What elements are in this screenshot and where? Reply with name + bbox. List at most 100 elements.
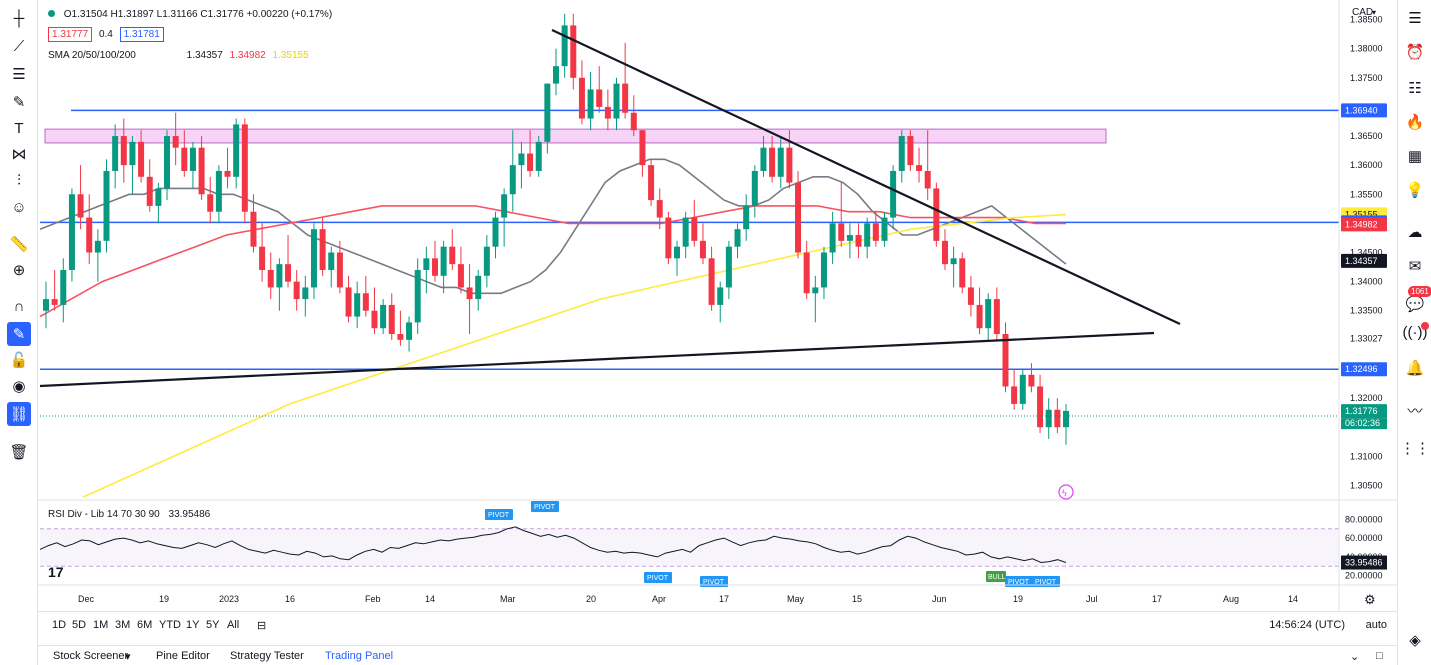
emoji-icon[interactable]: ☺ bbox=[11, 198, 27, 216]
range-1d[interactable]: 1D bbox=[52, 619, 67, 631]
tab-strategy-tester[interactable]: Strategy Tester bbox=[230, 650, 304, 662]
candle bbox=[993, 287, 1000, 340]
ideas-icon[interactable]: 💡 bbox=[1405, 182, 1425, 199]
flash-icon[interactable] bbox=[1058, 484, 1074, 500]
fib-icon[interactable]: ☰ bbox=[12, 66, 26, 83]
sma-legend[interactable]: SMA 20/50/100/200 1.34357 1.34982 1.3515… bbox=[48, 50, 309, 61]
candle-body bbox=[950, 258, 957, 265]
range-6m[interactable]: 6M bbox=[137, 619, 153, 631]
pivot-low-bg bbox=[1032, 576, 1060, 587]
candle bbox=[310, 223, 317, 300]
candle-body bbox=[743, 205, 750, 230]
bell-icon[interactable]: 🔔 bbox=[1405, 360, 1425, 377]
ask-price[interactable]: 1.31781 bbox=[119, 27, 164, 42]
descending-trendline[interactable] bbox=[551, 29, 1181, 325]
candle-body bbox=[872, 223, 879, 241]
notifications-icon[interactable]: 💬 bbox=[1405, 296, 1425, 313]
rsi-legend[interactable]: RSI Div - Lib 14 70 30 90 33.95486 bbox=[48, 509, 210, 520]
candle-body bbox=[406, 322, 413, 340]
candle-body bbox=[423, 258, 430, 270]
time-tick-17: 14 bbox=[1288, 594, 1298, 604]
time-tick-3: 16 bbox=[285, 594, 295, 604]
candle bbox=[812, 275, 819, 323]
pulse-icon[interactable]: 〰 bbox=[1407, 402, 1423, 420]
currency-selector[interactable]: CAD bbox=[1352, 7, 1373, 18]
minimize-icon[interactable]: ⌄ bbox=[1350, 651, 1360, 663]
goto-date-icon[interactable]: ⊟ bbox=[257, 620, 267, 632]
trash-icon[interactable]: 🗑 bbox=[9, 444, 29, 461]
candle bbox=[354, 281, 361, 329]
sma-value-3: 1.35155 bbox=[272, 50, 309, 61]
calendar-icon[interactable]: ▦ bbox=[1407, 148, 1423, 165]
candle bbox=[933, 182, 940, 247]
candle-body bbox=[155, 188, 162, 206]
stock-screener-chevron-icon[interactable]: ▾ bbox=[125, 651, 131, 663]
candle bbox=[94, 229, 101, 282]
stay-drawing-icon[interactable]: ✎ bbox=[7, 322, 31, 346]
lock-icon[interactable]: 🔓 bbox=[9, 352, 29, 369]
tab-stock-screener[interactable]: Stock Screener bbox=[53, 650, 129, 662]
hotlist-icon[interactable]: 🔥 bbox=[1405, 114, 1425, 131]
candle-body bbox=[604, 106, 611, 119]
auto-scale-button[interactable]: auto bbox=[1365, 619, 1387, 631]
range-5y[interactable]: 5Y bbox=[206, 619, 220, 631]
crosshair-icon[interactable]: ┼ bbox=[13, 9, 25, 27]
candle-body bbox=[1011, 386, 1018, 404]
brush-icon[interactable]: ✎ bbox=[12, 94, 26, 111]
text-icon[interactable]: T bbox=[14, 119, 24, 137]
alarm-icon[interactable]: ⏰ bbox=[1405, 44, 1425, 61]
candle-body bbox=[1037, 386, 1044, 428]
options-icon[interactable]: ⋮⋮ bbox=[1400, 440, 1430, 457]
settings-gear-icon[interactable]: ⚙ bbox=[1364, 592, 1376, 607]
link-icon[interactable]: ⛓ bbox=[7, 402, 31, 426]
time-tick-1: 19 bbox=[159, 594, 169, 604]
pivot-low-label: PIVOT bbox=[703, 579, 725, 586]
measure-icon[interactable]: ⫶ bbox=[17, 171, 21, 189]
chart-area[interactable]: 1.38500 1.38000 1.37500 1.36500 1.36000 1.355… bbox=[38, 0, 1397, 611]
time-tick-9: 17 bbox=[719, 594, 729, 604]
range-ytd[interactable]: YTD bbox=[159, 619, 181, 631]
price-axis[interactable]: 1.38500 1.38000 1.37500 1.36500 1.36000 1.355… bbox=[1350, 15, 1383, 491]
pivot-high-label: PIVOT bbox=[534, 504, 556, 511]
candle bbox=[1002, 322, 1009, 393]
candle bbox=[276, 258, 283, 311]
news-icon[interactable]: ✉ bbox=[1408, 258, 1422, 275]
ruler-icon[interactable]: 📏 bbox=[9, 236, 29, 253]
pattern-icon[interactable]: ⋈ bbox=[11, 146, 27, 163]
candle-body bbox=[1054, 409, 1061, 428]
range-3m[interactable]: 3M bbox=[115, 619, 131, 631]
candle-body bbox=[483, 246, 490, 276]
layers-icon[interactable]: ◈ bbox=[1409, 632, 1421, 649]
panel-tabs: Stock Screener ▾ Pine Editor Strategy Te… bbox=[38, 645, 1397, 665]
maximize-icon[interactable]: □ bbox=[1376, 650, 1383, 662]
trendline-icon[interactable]: ⟋ bbox=[13, 37, 25, 55]
tab-pine-editor[interactable]: Pine Editor bbox=[156, 650, 210, 662]
time-axis[interactable]: Dec 19 2023 16 Feb 14 Mar 20 Apr 17 May 15 Jun 19 Jul 1… bbox=[78, 594, 1298, 604]
watchlist-icon[interactable]: ☰ bbox=[1408, 10, 1422, 27]
candle bbox=[725, 240, 732, 300]
candle bbox=[129, 136, 136, 195]
candle-body bbox=[570, 25, 577, 78]
data-window-icon[interactable]: ☷ bbox=[1408, 80, 1422, 97]
magnet-icon[interactable]: ∩ bbox=[13, 297, 25, 315]
candle-body bbox=[440, 246, 447, 276]
price-tick-5: 1.35500 bbox=[1350, 189, 1383, 199]
candle-body bbox=[354, 293, 361, 317]
zoom-icon[interactable]: ⊕ bbox=[12, 262, 26, 279]
range-5d[interactable]: 5D bbox=[72, 619, 87, 631]
chat-icon[interactable]: ☁ bbox=[1407, 224, 1423, 241]
range-all[interactable]: All bbox=[227, 619, 240, 631]
bid-price[interactable]: 1.31777 bbox=[48, 27, 93, 42]
candle-body bbox=[656, 200, 663, 218]
eye-icon[interactable]: ◉ bbox=[12, 378, 26, 395]
time-tick-6: Mar bbox=[500, 594, 516, 604]
ascending-trendline[interactable] bbox=[39, 331, 1155, 388]
candle-body bbox=[890, 170, 897, 218]
range-1m[interactable]: 1M bbox=[93, 619, 109, 631]
candle-body bbox=[138, 141, 145, 177]
clock[interactable]: 14:56:24 (UTC) bbox=[1269, 619, 1345, 631]
range-1y[interactable]: 1Y bbox=[186, 619, 200, 631]
candle bbox=[414, 258, 421, 335]
candle-body bbox=[803, 252, 810, 294]
tab-trading-panel[interactable]: Trading Panel bbox=[325, 650, 394, 662]
